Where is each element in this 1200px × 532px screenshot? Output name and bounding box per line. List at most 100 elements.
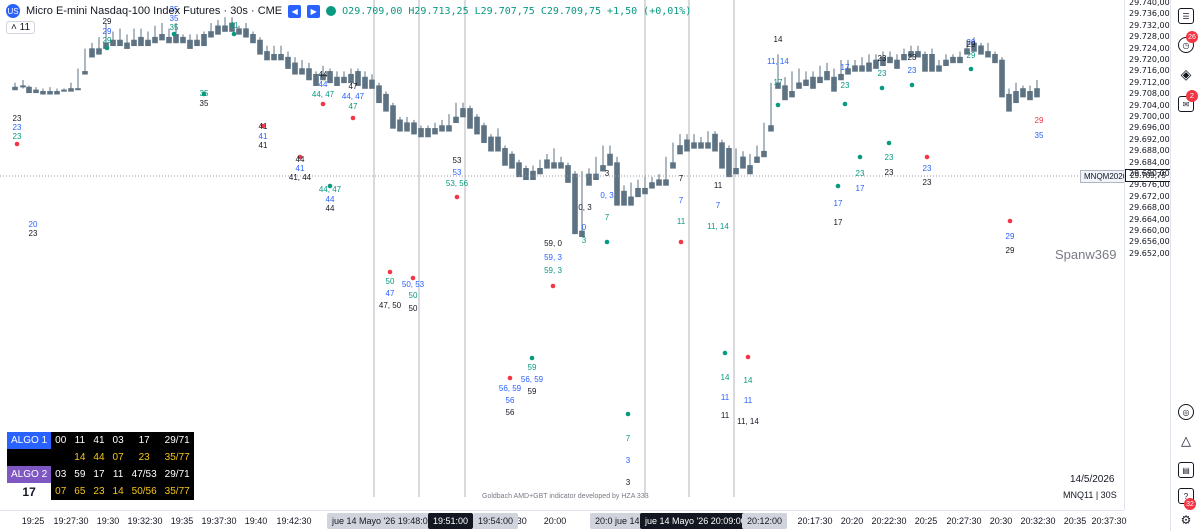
candle bbox=[964, 40, 970, 55]
time-axis[interactable]: 19:25 19:27:30 19:30 19:32:30 19:35 19:37:30 1… bbox=[0, 510, 1127, 532]
signal-label: 23 bbox=[13, 114, 22, 123]
candle bbox=[61, 88, 67, 92]
signal-label: 44, 47 bbox=[342, 92, 365, 101]
session-time-label: jue 14 Mayo '26 19:48:00 bbox=[327, 513, 438, 529]
algo2-cell: 23 bbox=[89, 483, 109, 500]
algo2-cell: 11 bbox=[108, 466, 128, 483]
candle bbox=[544, 154, 550, 169]
signal-label: 29 bbox=[967, 40, 976, 49]
signal-label: 11 bbox=[721, 393, 730, 402]
candle bbox=[761, 122, 767, 158]
signal-label: 47 bbox=[349, 102, 358, 111]
signal-markers bbox=[14, 31, 1013, 417]
signal-label: 7 bbox=[626, 434, 631, 443]
time-tick: 20:30 bbox=[989, 516, 1013, 526]
sell-signal-dot bbox=[350, 115, 356, 121]
price-tick: 29.728,00 bbox=[1129, 32, 1170, 42]
time-tick: 20:25 bbox=[914, 516, 938, 526]
candle bbox=[831, 68, 837, 92]
candle bbox=[551, 148, 557, 169]
candle bbox=[929, 48, 935, 72]
candle bbox=[292, 57, 298, 75]
candle bbox=[824, 62, 830, 81]
target-icon[interactable]: ◎ bbox=[1178, 404, 1194, 420]
buy-signal-dot bbox=[909, 82, 915, 88]
candle bbox=[411, 119, 417, 135]
back-arrow-icon[interactable]: ◀ bbox=[288, 4, 302, 18]
calendar-icon[interactable]: ▤ bbox=[1178, 462, 1194, 478]
signal-label: 3 bbox=[582, 236, 587, 245]
candle bbox=[194, 34, 200, 47]
indicator-note: Goldbach AMD+GBT indicator developed by … bbox=[482, 493, 649, 500]
buy-signal-dot bbox=[775, 102, 781, 108]
collapse-indicators-button[interactable]: ˄ 11 bbox=[6, 21, 35, 34]
tradingview-logo[interactable]: 17 bbox=[7, 483, 52, 500]
sell-signal-dot bbox=[454, 194, 460, 200]
settings-gear-icon[interactable]: ⚙ bbox=[1180, 513, 1192, 527]
us-flag-icon: US bbox=[6, 4, 20, 18]
candle bbox=[992, 51, 998, 64]
signal-label: 23 bbox=[856, 169, 865, 178]
sell-signal-dot bbox=[1007, 218, 1013, 224]
buy-signal-dot bbox=[104, 45, 110, 51]
price-tick: 29.696,00 bbox=[1129, 123, 1170, 133]
candle bbox=[243, 22, 249, 38]
candle bbox=[12, 82, 18, 91]
forward-arrow-icon[interactable]: ▶ bbox=[307, 4, 321, 18]
signal-label: 23 bbox=[908, 66, 917, 75]
sell-signal-dot bbox=[550, 283, 556, 289]
candle bbox=[1020, 85, 1026, 98]
sell-signal-dot bbox=[410, 275, 416, 281]
candle bbox=[817, 65, 823, 84]
sell-signal-dot bbox=[387, 269, 393, 275]
candle bbox=[285, 51, 291, 69]
signal-label: 50, 53 bbox=[402, 280, 425, 289]
triangle-icon[interactable]: △ bbox=[1181, 433, 1191, 448]
layers-icon[interactable]: ◈ bbox=[1180, 65, 1192, 82]
signal-label: 53 bbox=[453, 156, 462, 165]
watchlist-icon[interactable]: ☰ bbox=[1178, 8, 1194, 24]
candle bbox=[348, 68, 354, 84]
signal-label: 59, 0 bbox=[544, 239, 562, 248]
price-tick: 29.716,00 bbox=[1129, 66, 1170, 76]
signal-label: 50 bbox=[409, 291, 418, 300]
signal-label: 59, 3 bbox=[544, 266, 562, 275]
signal-label: 29 bbox=[1035, 116, 1044, 125]
candle bbox=[684, 134, 690, 152]
price-axis[interactable]: 29.709,75 29.740,00 29.736,00 29.732,00 29.… bbox=[1124, 0, 1171, 510]
candle bbox=[565, 162, 571, 183]
time-tick: 19:42:30 bbox=[276, 516, 312, 526]
algo1-blank bbox=[51, 449, 71, 466]
signal-label: 29 bbox=[103, 36, 112, 45]
signal-label: 11 bbox=[677, 217, 686, 226]
right-toolbar: ☰ ◷ 26 ◈ ✉ 2 ◎ △ ▤ ? 32 ⚙ bbox=[1170, 0, 1200, 531]
price-tick: 29.656,00 bbox=[1129, 237, 1170, 247]
candle bbox=[502, 145, 508, 166]
sell-signal-dot bbox=[507, 375, 513, 381]
candle bbox=[117, 28, 123, 47]
signal-label: 23 bbox=[923, 178, 932, 187]
candle bbox=[320, 65, 326, 81]
candle bbox=[845, 60, 851, 75]
time-tick: 20:27:30 bbox=[946, 516, 982, 526]
time-tick: 20:00 bbox=[543, 516, 567, 526]
candle bbox=[271, 45, 277, 61]
price-tick: 29.740,00 bbox=[1129, 0, 1170, 7]
symbol-title[interactable]: Micro E-mini Nasdaq-100 Index Futures · … bbox=[26, 5, 283, 17]
footer-date: 14/5/2026 bbox=[1070, 474, 1115, 485]
candle bbox=[467, 105, 473, 129]
signal-label: 29 bbox=[103, 17, 112, 26]
candle bbox=[866, 54, 872, 72]
candle bbox=[439, 119, 445, 132]
candle bbox=[523, 165, 529, 181]
signal-label: 50 bbox=[386, 277, 395, 286]
candle bbox=[943, 54, 949, 66]
signal-label: 17 bbox=[834, 199, 843, 208]
price-tick: 29.692,00 bbox=[1129, 134, 1170, 144]
signal-label: 3 bbox=[626, 478, 631, 487]
algo1-cell: 44 bbox=[89, 449, 109, 466]
candle bbox=[306, 62, 312, 81]
buy-signal-dot bbox=[879, 85, 885, 91]
signal-label: 41 bbox=[230, 21, 239, 30]
